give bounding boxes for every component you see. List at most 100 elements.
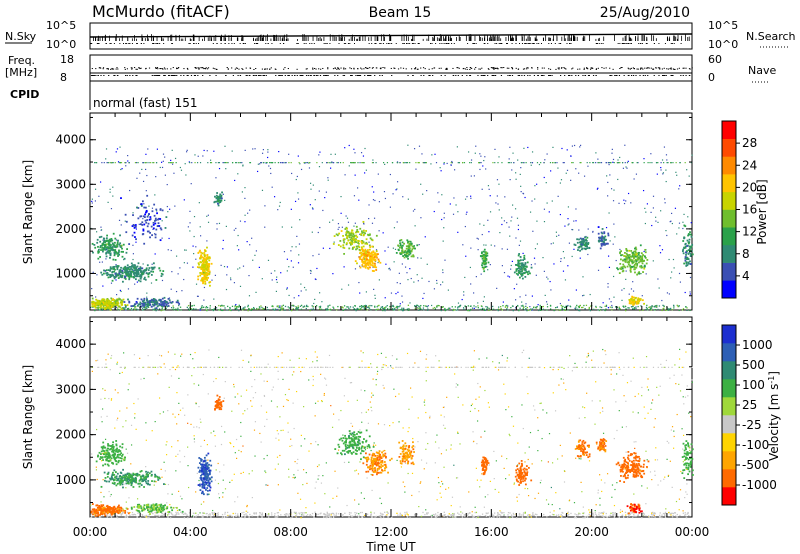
scatter-point — [395, 293, 397, 295]
cluster-point — [517, 264, 520, 267]
cluster-point — [354, 260, 357, 263]
ground-scatter-point — [658, 305, 661, 307]
ground-scatter-point — [348, 307, 350, 309]
scatter-point — [297, 155, 299, 157]
scatter-point — [606, 175, 608, 177]
scatter-point — [462, 307, 465, 309]
scatter-point — [487, 269, 489, 271]
cluster-point — [352, 235, 355, 238]
cluster-point — [351, 235, 354, 237]
scatter-point — [318, 166, 321, 168]
ground-scatter-point — [217, 309, 220, 311]
cluster-point — [482, 253, 485, 256]
scatter-point — [309, 269, 312, 272]
ground-scatter-point — [143, 308, 145, 311]
cluster-point — [128, 278, 131, 281]
cluster-point — [124, 275, 127, 278]
cluster-point — [112, 274, 115, 277]
cluster-point — [207, 268, 210, 271]
ground-scatter-point — [273, 309, 276, 311]
cluster-point — [412, 255, 415, 258]
scatter-point — [329, 167, 332, 169]
scatter-point — [155, 176, 157, 178]
scatter-point — [583, 294, 585, 296]
scatter-point — [259, 163, 261, 165]
scatter-point — [270, 172, 272, 175]
ground-scatter-point — [224, 307, 226, 309]
freq-point — [685, 67, 687, 69]
cluster-point — [154, 236, 157, 239]
scatter-point — [607, 307, 610, 309]
nave-point — [91, 75, 94, 76]
scatter-point — [625, 166, 627, 168]
echo-line-point — [592, 162, 594, 164]
ground-scatter-point — [156, 309, 159, 311]
freq-point — [456, 67, 458, 69]
ground-scatter-point — [292, 304, 294, 307]
cluster-point — [520, 273, 522, 276]
nave-point — [246, 75, 248, 76]
scatter-point — [417, 257, 419, 259]
freq-point — [457, 67, 459, 69]
scatter-point — [443, 163, 445, 165]
nsky-point — [435, 43, 437, 44]
echo-line-point — [321, 162, 323, 164]
freq-point — [100, 67, 102, 69]
scatter-point — [226, 266, 229, 268]
nave-point — [300, 75, 302, 76]
ground-scatter-point — [611, 309, 613, 311]
scatter-point — [561, 147, 563, 150]
echo-line-point — [626, 162, 629, 164]
scatter-point — [665, 154, 668, 156]
cluster-point — [126, 269, 128, 271]
cluster-point — [634, 271, 636, 274]
cluster-point — [119, 269, 122, 271]
freq-point — [111, 67, 113, 69]
scatter-point — [360, 152, 363, 154]
cluster-point — [101, 302, 103, 305]
cluster-point — [120, 250, 123, 253]
cluster-point — [339, 240, 342, 242]
freq-point — [670, 67, 672, 69]
scatter-point — [545, 182, 547, 184]
ground-scatter-point — [312, 305, 314, 308]
cluster-point — [521, 274, 524, 276]
ground-scatter-point — [354, 305, 356, 307]
cluster-point — [624, 260, 627, 263]
scatter-point — [276, 308, 278, 310]
scatter-point — [567, 265, 569, 267]
scatter-point — [358, 199, 360, 201]
cluster-point — [127, 272, 130, 275]
ground-scatter-point — [459, 305, 461, 307]
freq-point — [116, 67, 118, 69]
scatter-point — [543, 208, 546, 210]
scatter-point — [443, 217, 445, 219]
cluster-point — [624, 266, 627, 269]
ground-scatter-point — [188, 309, 191, 311]
ground-scatter-point — [463, 308, 465, 310]
cluster-point — [348, 236, 351, 239]
cluster-point — [682, 252, 685, 255]
ground-scatter-point — [522, 308, 524, 310]
cluster-point — [215, 194, 218, 197]
ground-scatter-point — [673, 305, 675, 307]
scatter-point — [424, 236, 426, 238]
scatter-point — [275, 290, 278, 293]
scatter-point — [271, 279, 273, 281]
cluster-point — [688, 248, 691, 250]
nsky-point — [296, 43, 298, 44]
scatter-point — [264, 205, 266, 207]
nave-point — [350, 75, 352, 76]
nsky-point — [530, 43, 532, 44]
scatter-point — [310, 270, 312, 272]
cluster-point — [116, 266, 119, 269]
cluster-point — [644, 248, 647, 251]
freq-point — [138, 67, 140, 69]
scatter-point — [670, 220, 672, 222]
scatter-point — [421, 153, 423, 155]
scatter-point — [656, 173, 658, 175]
scatter-point — [565, 172, 567, 174]
cluster-point — [522, 266, 525, 268]
cluster-point — [178, 303, 181, 305]
cluster-point — [125, 231, 128, 234]
